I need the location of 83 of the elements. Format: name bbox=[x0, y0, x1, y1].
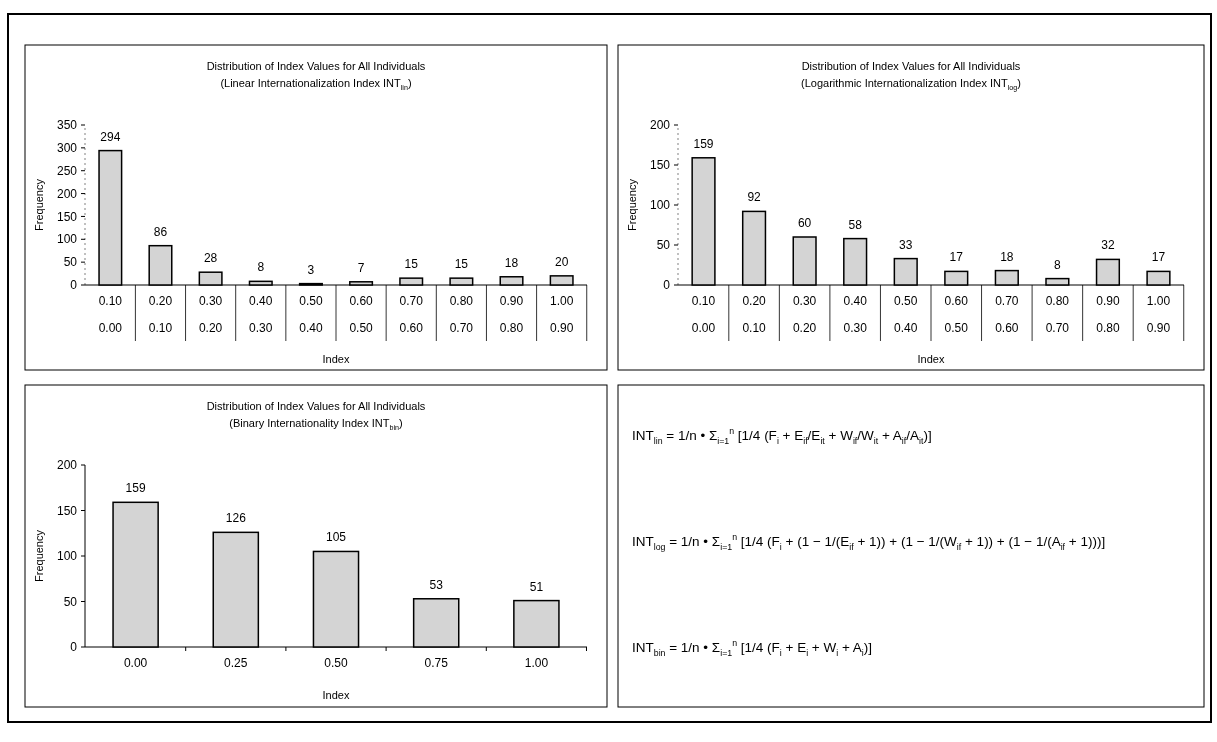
x-axis-title: Index bbox=[322, 353, 350, 365]
x-tick-label: 0.70 0.60 bbox=[995, 294, 1019, 335]
y-tick-label: 150 bbox=[649, 158, 671, 173]
data-label: 33 bbox=[899, 237, 913, 252]
y-tick-label: 350 bbox=[56, 118, 78, 133]
x-tick-label: 0.90 0.80 bbox=[1096, 294, 1120, 335]
chart-subtitle: (Logarithmic Internationalization Index INT$_{log}$) bbox=[801, 77, 1021, 93]
x-tick-label: 0.20 0.10 bbox=[148, 294, 173, 335]
x-tick-label: 0.25 bbox=[224, 656, 248, 670]
y-tick-label: 150 bbox=[56, 209, 78, 224]
chart-title: Distribution of Index Values for All Individuals bbox=[206, 400, 426, 412]
x-tick-label: 0.90 0.80 bbox=[499, 294, 524, 335]
y-tick-label: 0 bbox=[70, 278, 78, 293]
x-tick-label: 0.80 0.70 bbox=[449, 294, 474, 335]
x-tick-label: 0.40 0.30 bbox=[249, 294, 273, 335]
data-label: 105 bbox=[325, 530, 347, 545]
x-tick-label: 0.50 0.40 bbox=[894, 294, 918, 335]
x-tick-label: 1.00 0.90 bbox=[1146, 294, 1171, 335]
y-tick-label: 200 bbox=[56, 186, 78, 201]
y-tick-label: 0 bbox=[663, 278, 671, 293]
data-label: 18 bbox=[504, 255, 519, 270]
x-tick-label: 1.00 bbox=[524, 656, 549, 670]
x-tick-label: 0.60 0.50 bbox=[944, 294, 969, 335]
y-tick-label: 100 bbox=[56, 549, 78, 564]
y-tick-label: 50 bbox=[63, 255, 78, 270]
data-label: 58 bbox=[848, 217, 863, 232]
data-label: 53 bbox=[429, 577, 444, 592]
data-label: 7 bbox=[357, 260, 365, 275]
data-label: 15 bbox=[404, 257, 419, 272]
y-tick-label: 150 bbox=[56, 503, 78, 518]
data-label: 86 bbox=[153, 224, 168, 239]
x-axis-title: Index bbox=[917, 353, 945, 365]
data-label: 17 bbox=[1151, 250, 1166, 265]
x-tick-label: 1.00 0.90 bbox=[549, 294, 574, 335]
data-label: 20 bbox=[554, 254, 569, 269]
x-tick-label: 0.80 0.70 bbox=[1045, 294, 1070, 335]
data-label: 3 bbox=[307, 262, 315, 277]
y-tick-label: 200 bbox=[56, 458, 78, 473]
text: INT$_{bin}$ = 1/n • Σ$_{i=1}$$^{n}$ [1/4 (F$_{i}$ + E$_{i}$ + W$_{i}$ + A$_{i}$)] bbox=[632, 637, 873, 659]
y-axis-title: Frequency bbox=[626, 178, 638, 231]
data-label: 32 bbox=[1101, 238, 1115, 253]
data-label: 17 bbox=[949, 250, 964, 265]
x-tick-label: 0.00 bbox=[123, 656, 148, 670]
chart-subtitle: (Linear Internationalization Index INT$_{lin}$) bbox=[220, 77, 412, 93]
data-label: 159 bbox=[125, 481, 146, 496]
x-tick-label: 0.75 bbox=[424, 656, 449, 670]
data-label: 18 bbox=[1000, 249, 1014, 264]
data-label: 15 bbox=[454, 257, 469, 272]
x-tick-label: 0.40 0.30 bbox=[843, 294, 868, 335]
y-tick-label: 100 bbox=[649, 198, 671, 213]
data-label: 294 bbox=[100, 129, 121, 144]
x-tick-label: 0.10 0.00 bbox=[691, 294, 716, 335]
data-label: 159 bbox=[693, 136, 714, 151]
text: INT$_{log}$ = 1/n • Σ$_{i=1}$$^{n}$ [1/4 (F$_{i}$ + (1 − 1/(E$_{if}$ + 1)) + (1 − 1/(W$_{if}$ + 1)) + (1 − 1/(A$_{if}$ + 1)))] bbox=[632, 531, 1106, 553]
data-label: 92 bbox=[747, 190, 762, 205]
data-label: 60 bbox=[797, 216, 812, 230]
x-tick-label: 0.50 0.40 bbox=[299, 294, 323, 335]
y-axis-title: Frequency bbox=[33, 178, 45, 231]
data-label: 126 bbox=[225, 511, 247, 526]
x-tick-label: 0.20 0.10 bbox=[742, 294, 767, 335]
chart-subtitle: (Binary Internationality Index INT$_{bin}$) bbox=[229, 417, 403, 433]
x-tick-label: 0.30 0.20 bbox=[198, 294, 223, 335]
y-tick-label: 50 bbox=[63, 594, 78, 609]
x-tick-label: 0.30 0.20 bbox=[792, 294, 817, 335]
y-tick-label: 100 bbox=[56, 232, 78, 247]
x-tick-label: 0.50 bbox=[324, 656, 348, 670]
data-label: 28 bbox=[203, 251, 218, 266]
x-tick-label: 0.70 0.60 bbox=[399, 294, 424, 335]
data-label: 8 bbox=[257, 260, 265, 275]
data-label: 51 bbox=[529, 579, 544, 594]
x-tick-label: 0.10 0.00 bbox=[98, 294, 123, 335]
chart-title: Distribution of Index Values for All Individuals bbox=[206, 60, 426, 72]
y-tick-label: 200 bbox=[649, 118, 671, 133]
y-tick-label: 250 bbox=[56, 163, 78, 178]
chart-title: Distribution of Index Values for All Individuals bbox=[801, 60, 1021, 72]
data-label: 8 bbox=[1054, 257, 1062, 272]
y-tick-label: 50 bbox=[656, 238, 671, 253]
y-tick-label: 300 bbox=[56, 141, 78, 156]
x-tick-label: 0.60 0.50 bbox=[349, 294, 374, 335]
x-axis-title: Index bbox=[322, 689, 350, 701]
y-axis-title: Frequency bbox=[33, 529, 45, 582]
text: INT$_{lin}$ = 1/n • Σ$_{i=1}$$^{n}$ [1/4 (F$_{i}$ + E$_{if}$/E$_{it}$ + W$_{if}$/W$_{it}$ + A$_{if}$/A$_{it}$)] bbox=[632, 425, 932, 447]
y-tick-label: 0 bbox=[70, 640, 78, 655]
